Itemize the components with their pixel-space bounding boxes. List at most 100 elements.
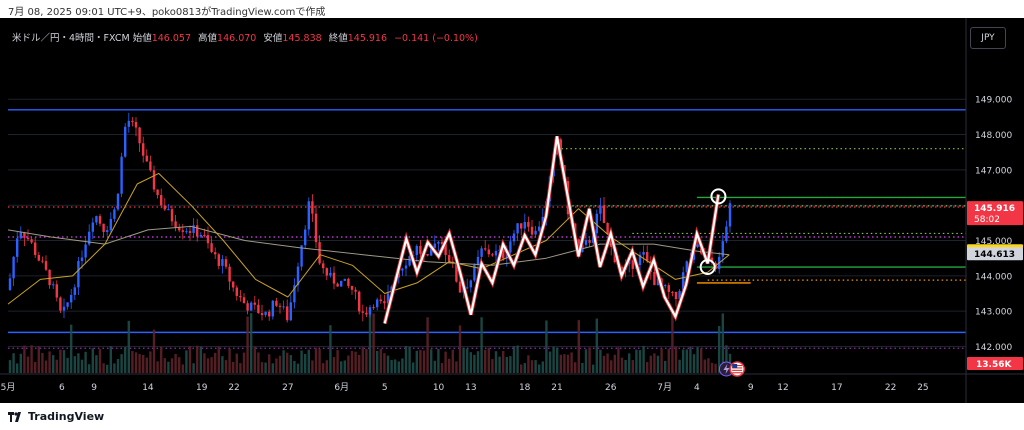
candle-body (358, 291, 361, 312)
volume-bar (682, 349, 685, 373)
candle-body (491, 254, 494, 256)
volume-bar (221, 356, 224, 373)
volume-bar (674, 346, 678, 373)
time-tick-label: 22 (228, 383, 239, 393)
volume-bar (145, 357, 148, 373)
volume-bar (631, 360, 634, 373)
volume-bar (397, 361, 400, 373)
candle-body (160, 195, 163, 206)
markers (699, 188, 727, 276)
volume-bar (602, 355, 606, 373)
time-tick-label: 6月 (334, 382, 349, 393)
volume-bar (48, 351, 51, 373)
candle-body (361, 311, 364, 313)
volume-bar (649, 355, 652, 373)
candle-body (55, 284, 58, 298)
volume-bar (566, 354, 570, 373)
volume-bar (181, 364, 184, 373)
candle-body (26, 237, 30, 240)
candle-body (289, 302, 292, 321)
volume-bar (286, 352, 289, 373)
volume-bar (62, 350, 66, 373)
candle-body (188, 231, 192, 233)
candle-body (48, 269, 51, 286)
volume-bar (106, 364, 109, 373)
volume-bar (19, 353, 22, 373)
candle-body (296, 266, 300, 286)
price-chart[interactable]: 149.000148.000147.000146.000145.000144.0… (0, 18, 1024, 403)
time-tick-label: 18 (519, 383, 531, 393)
candle-body (512, 233, 516, 242)
price-tick-label: 143.000 (975, 308, 1012, 318)
volume-bar (124, 347, 127, 373)
candle-body (77, 261, 80, 288)
volume-bar (332, 357, 336, 373)
volume-bar (185, 350, 188, 373)
candle-body (487, 249, 490, 255)
volume-bar (512, 346, 516, 373)
candle-body (638, 254, 642, 266)
candle-body (448, 255, 451, 262)
volume-bar (217, 346, 220, 373)
chart-panel[interactable]: 149.000148.000147.000146.000145.000144.0… (0, 18, 1024, 403)
volume-bar (296, 363, 300, 373)
candle-body (124, 126, 127, 157)
volume-bar (390, 359, 393, 373)
candle-body (386, 293, 390, 304)
candle-body (538, 226, 541, 231)
volume-bar (437, 348, 440, 373)
volume-bar (8, 360, 12, 373)
volume-bar (667, 348, 670, 373)
candle-body (433, 243, 436, 248)
volume-bar (167, 361, 170, 373)
candle-body (646, 252, 649, 262)
volume-bar (228, 348, 231, 373)
volume-bar (383, 353, 386, 373)
volume-bar (509, 356, 512, 373)
candle-body (59, 297, 62, 311)
volume-bar (610, 360, 613, 373)
volume-bar (66, 357, 69, 373)
candle-body (246, 303, 249, 311)
volume-bar (160, 346, 163, 373)
candle-body (232, 281, 235, 288)
close-label: 終値 (328, 33, 348, 44)
candle-body (307, 201, 310, 230)
candle-body (271, 300, 274, 317)
candle-body (210, 243, 213, 253)
volume-bar (156, 361, 159, 373)
candle-body (163, 205, 166, 210)
candle-body (336, 283, 339, 287)
moving-averages (7, 172, 730, 305)
volume-bar (646, 362, 649, 373)
candle-body (199, 234, 202, 237)
volume-bar (480, 317, 483, 373)
volume-bar (224, 360, 228, 373)
volume-bar (584, 349, 588, 373)
candle-body (203, 234, 206, 236)
volume-bar (570, 352, 573, 373)
candle-body (509, 241, 512, 253)
volume-bar (152, 329, 156, 373)
chart-header: 7月 08, 2025 09:01 UTC+9、poko0813がTrading… (8, 7, 326, 18)
candle-body (98, 216, 102, 224)
candle-body (437, 241, 440, 244)
low-value: 145.838 (282, 33, 322, 44)
volume-bar (80, 359, 84, 373)
volume-bar (41, 352, 44, 373)
candle-body (426, 254, 429, 256)
candle-body (480, 248, 483, 257)
candle-body (469, 280, 472, 288)
volume-bar (574, 362, 577, 373)
candle-body (145, 155, 148, 162)
zigzag-line (383, 136, 720, 324)
volume-bar (232, 361, 235, 373)
candle-body (311, 201, 314, 214)
volume-bar (440, 363, 444, 373)
tradingview-logo-icon (8, 411, 21, 422)
currency-button[interactable]: JPY (970, 27, 1006, 49)
volume-bar (635, 349, 638, 373)
candle-body (16, 238, 19, 257)
candle-body (606, 222, 609, 235)
candle-body (376, 299, 379, 308)
